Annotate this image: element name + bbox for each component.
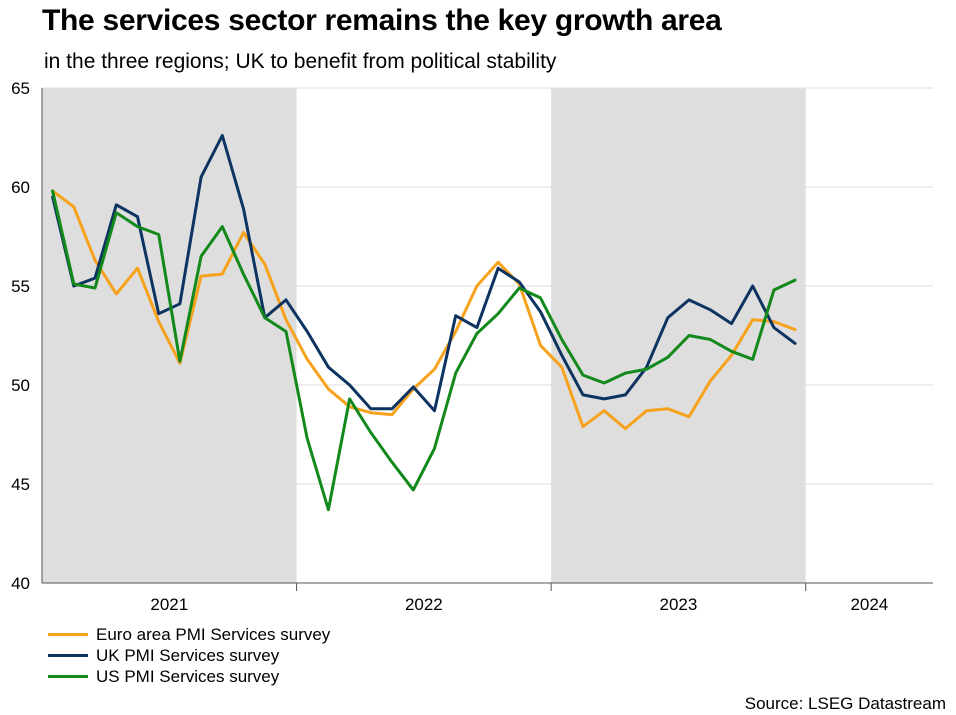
legend: Euro area PMI Services survey UK PMI Ser… [48, 624, 330, 687]
axes: 40 45 50 55 60 65 2021 2022 2023 2024 [11, 79, 933, 614]
series-line-us [51, 189, 797, 512]
source-note: Source: LSEG Datastream [744, 694, 946, 713]
y-tick-label: 45 [11, 475, 30, 494]
shade-band-2021 [42, 88, 297, 583]
legend-swatch-us [48, 675, 88, 678]
legend-label-uk: UK PMI Services survey [96, 646, 280, 665]
chart-title: The services sector remains the key grow… [42, 4, 722, 37]
x-tick-label: 2022 [405, 595, 443, 614]
y-tick-label: 55 [11, 277, 30, 296]
chart-subtitle: in the three regions; UK to benefit from… [44, 50, 557, 73]
legend-item-uk: UK PMI Services survey [48, 645, 330, 666]
y-tick-label: 60 [11, 178, 30, 197]
legend-label-euro: Euro area PMI Services survey [96, 625, 331, 644]
y-tick-label: 50 [11, 376, 30, 395]
shade-band-2023 [551, 88, 806, 583]
y-tick-label: 40 [11, 574, 30, 593]
x-tick-label: 2021 [150, 595, 188, 614]
legend-swatch-uk [48, 654, 88, 657]
y-tick-label: 65 [11, 79, 30, 98]
legend-swatch-euro [48, 633, 88, 636]
legend-item-us: US PMI Services survey [48, 666, 330, 687]
series-lines [51, 134, 797, 512]
legend-label-us: US PMI Services survey [96, 667, 280, 686]
x-tick-label: 2024 [850, 595, 888, 614]
series-line-uk [51, 134, 797, 413]
x-tick-label: 2023 [660, 595, 698, 614]
legend-item-euro: Euro area PMI Services survey [48, 624, 330, 645]
shaded-year-bands [42, 88, 806, 583]
series-line-euro [51, 189, 797, 431]
